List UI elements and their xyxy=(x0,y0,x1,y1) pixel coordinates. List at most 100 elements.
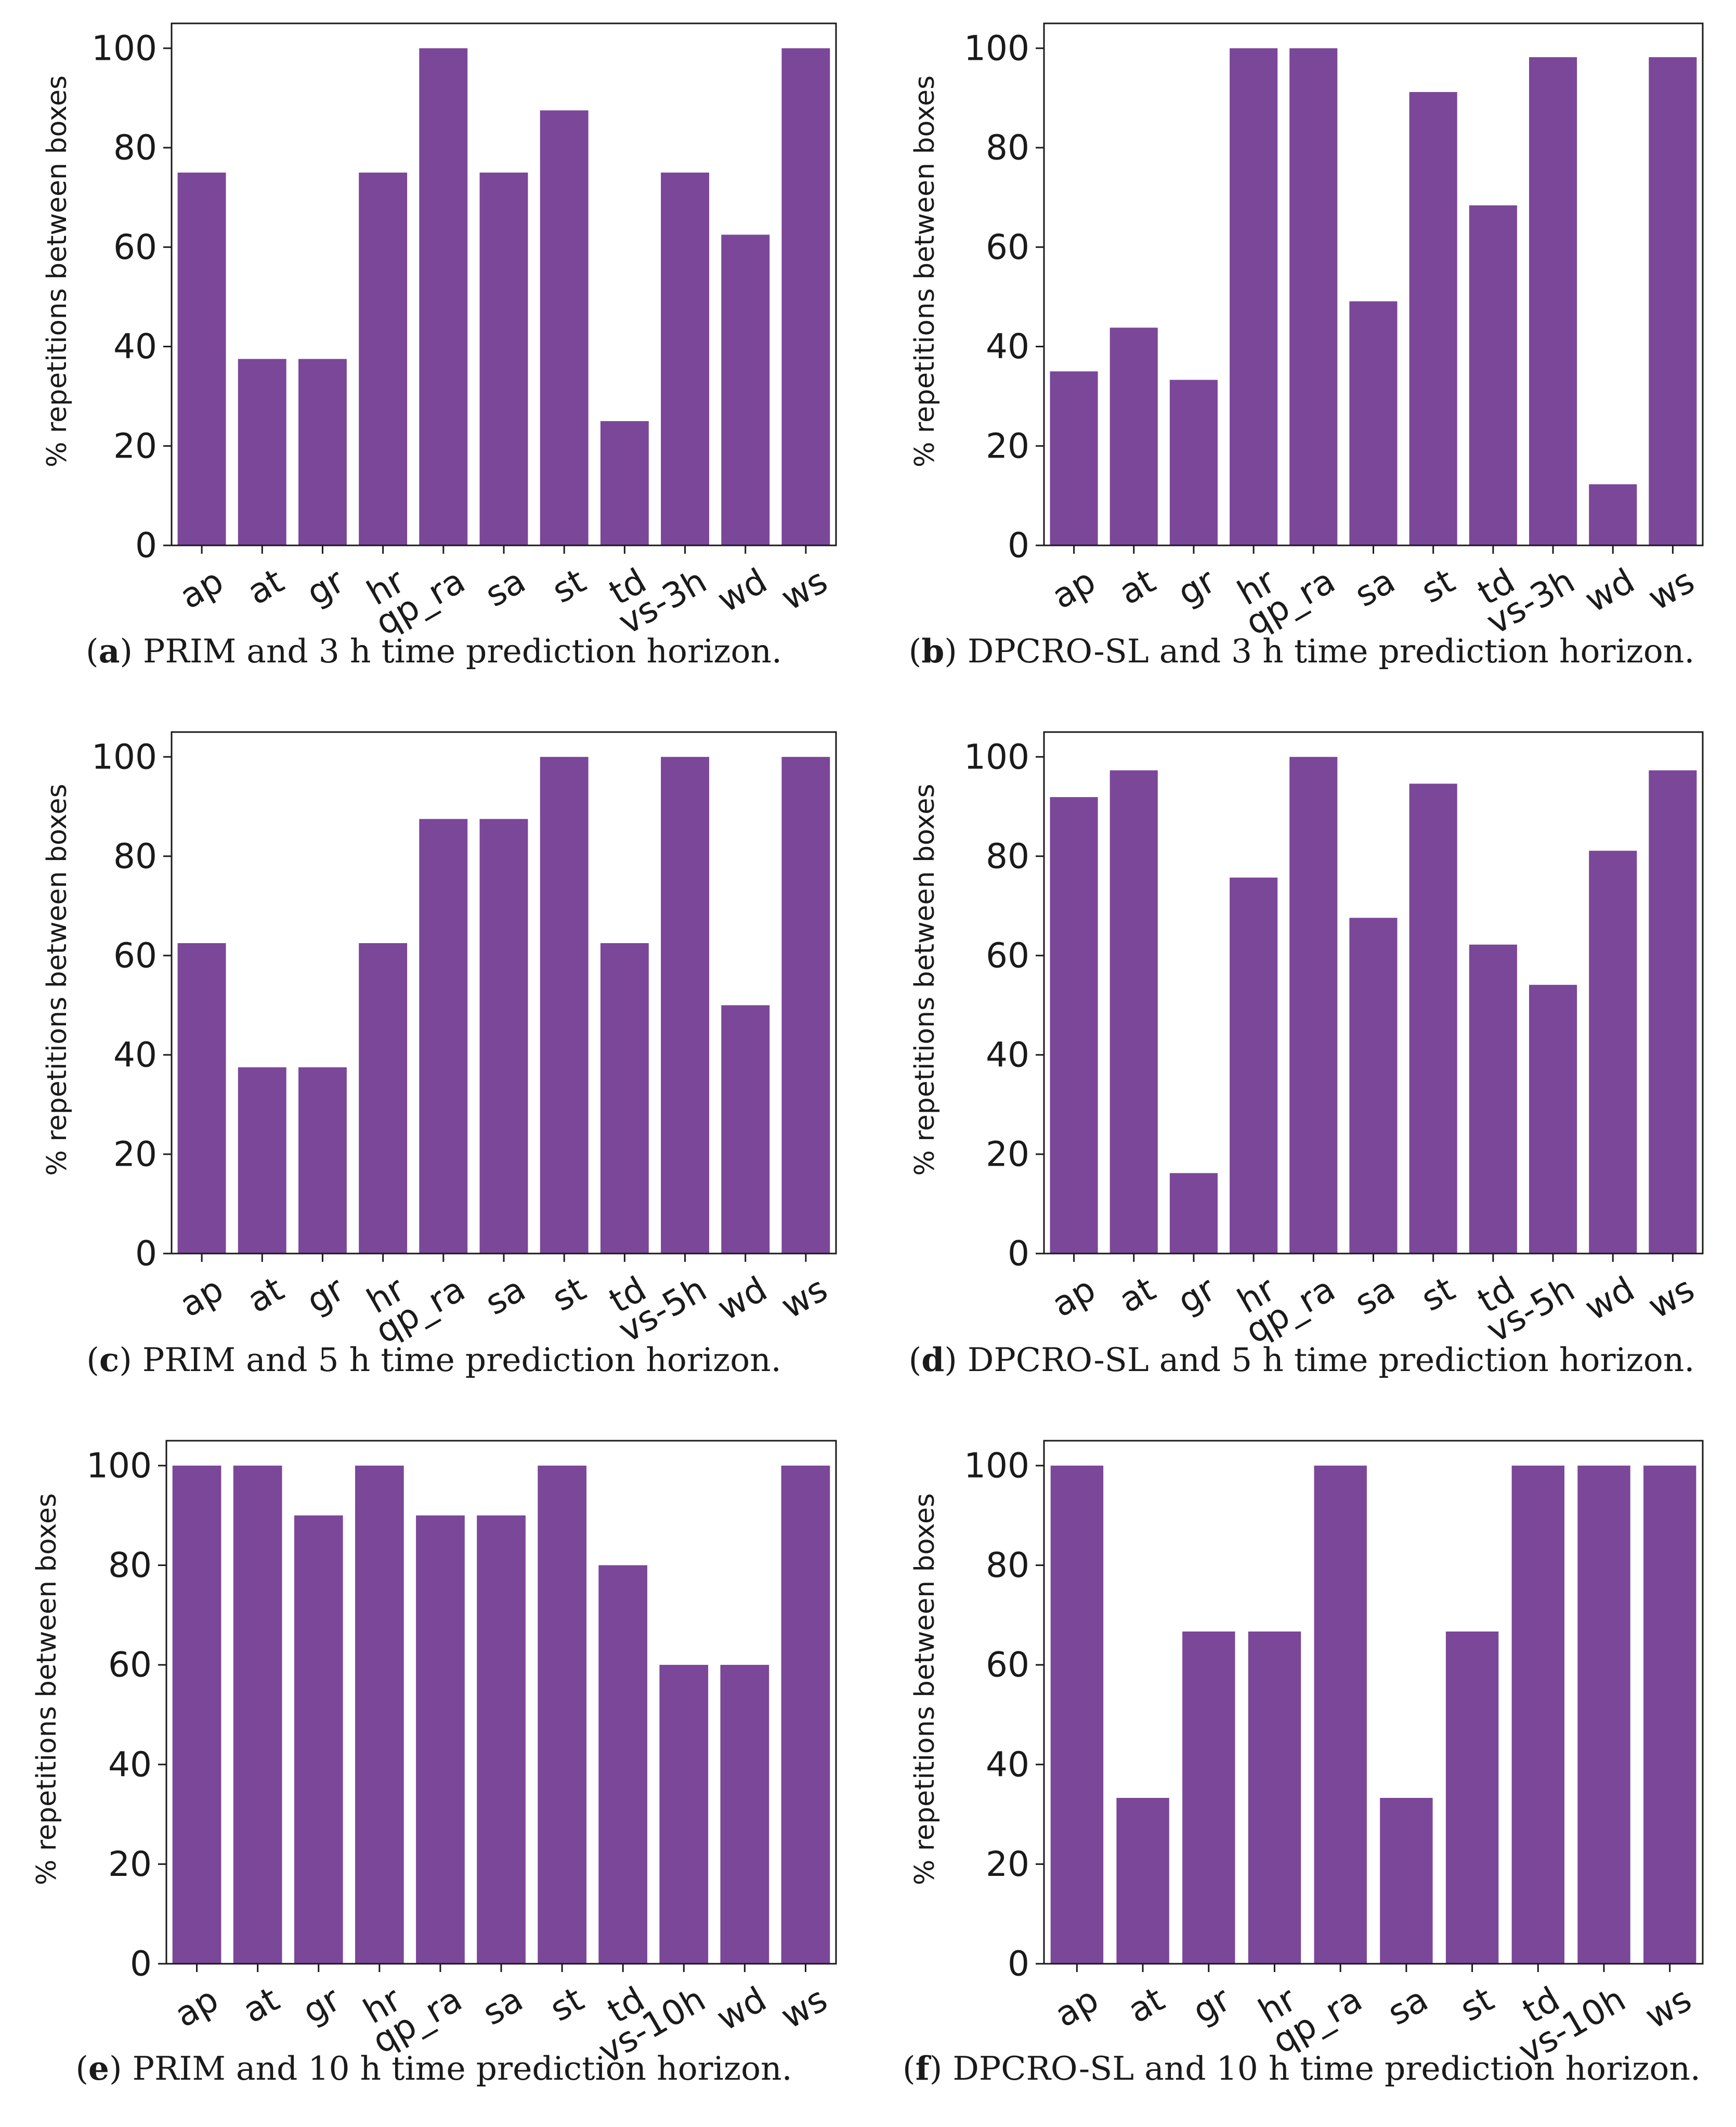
bar-hr xyxy=(1248,1632,1301,1964)
x-tick-label: wd xyxy=(710,1979,773,2039)
bar-sa xyxy=(1349,918,1398,1254)
bar-td xyxy=(1469,205,1517,545)
x-tick-label: ap xyxy=(1048,1979,1105,2035)
bar-ws xyxy=(1649,770,1697,1254)
y-axis-label: % repetitions between boxes xyxy=(31,1493,62,1885)
x-tick-label: ap xyxy=(168,1979,225,2035)
x-tick-label: gr xyxy=(300,1269,351,1322)
y-tick-label: 20 xyxy=(113,1134,157,1174)
bar-hr xyxy=(1230,877,1278,1254)
y-tick-label: 40 xyxy=(113,1035,157,1075)
x-tick-label: gr xyxy=(1186,1979,1237,2032)
x-tick-label: gr xyxy=(1171,1269,1222,1322)
bar-gr xyxy=(298,1067,347,1254)
caption-d: (d) DPCRO-SL and 5 h time prediction hor… xyxy=(908,1340,1695,1379)
bar-ws xyxy=(1649,57,1697,545)
y-tick-label: 80 xyxy=(986,1545,1029,1585)
bar-sa xyxy=(477,1515,526,1964)
caption-letter: b xyxy=(921,632,945,670)
y-axis-label: % repetitions between boxes xyxy=(909,784,941,1176)
y-tick-label: 40 xyxy=(986,1744,1029,1784)
y-tick-label: 40 xyxy=(986,1035,1029,1075)
x-tick-label: at xyxy=(241,560,291,612)
x-tick-label: ws xyxy=(774,1269,834,1326)
x-tick-label: ws xyxy=(1638,1979,1698,2037)
x-tick-label: st xyxy=(1453,1979,1500,2029)
bar-ws xyxy=(781,1465,830,1964)
bar-vs-10h xyxy=(1577,1465,1630,1964)
x-tick-label: st xyxy=(545,1269,593,1319)
y-tick-label: 0 xyxy=(135,526,157,566)
bar-td xyxy=(600,421,649,545)
x-tick-label: wd xyxy=(1578,560,1641,620)
bar-qp_ra xyxy=(416,1515,465,1964)
bar-ap xyxy=(1050,1465,1104,1964)
chart-panel-b: 0 20 40 60 80 100 ap at gr hr qp_ra sa st td vs-3h wd ws… xyxy=(868,0,1735,709)
y-tick-label: 0 xyxy=(1008,1234,1029,1274)
y-tick-label: 60 xyxy=(986,227,1029,267)
y-tick-label: 60 xyxy=(986,935,1029,975)
bar-qp_ra xyxy=(1314,1465,1367,1964)
bar-at xyxy=(1116,1798,1169,1964)
x-tick-label: sa xyxy=(1348,560,1402,615)
x-tick-label: ws xyxy=(774,1979,834,2037)
y-tick-label: 100 xyxy=(964,1445,1029,1485)
bar-vs-5h xyxy=(1529,985,1577,1254)
y-tick-label: 80 xyxy=(986,128,1029,168)
bar-ap xyxy=(1050,797,1098,1254)
bar-td xyxy=(1469,944,1517,1254)
bar-hr xyxy=(1230,48,1278,546)
x-tick-label: ap xyxy=(173,560,230,617)
y-tick-label: 60 xyxy=(113,935,157,975)
y-tick-label: 20 xyxy=(113,426,157,466)
y-axis-label: % repetitions between boxes xyxy=(909,75,941,467)
bar-hr xyxy=(355,1465,404,1964)
bar-gr xyxy=(1169,380,1218,545)
x-tick-label: sa xyxy=(1381,1979,1434,2033)
caption-letter: e xyxy=(88,2049,110,2087)
y-tick-label: 0 xyxy=(1008,526,1029,566)
chart-panel-f: 0 20 40 60 80 100 ap at gr hr qp_ra sa st td vs-10h ws%… xyxy=(868,1417,1735,2126)
x-tick-label: st xyxy=(1414,1269,1461,1319)
x-tick-label: at xyxy=(1112,560,1162,612)
bar-qp_ra xyxy=(1289,48,1338,546)
caption-letter: a xyxy=(98,632,120,670)
bar-gr xyxy=(1169,1173,1218,1254)
bar-vs-10h xyxy=(659,1665,709,1964)
bar-td xyxy=(598,1565,647,1964)
y-tick-label: 0 xyxy=(1008,1944,1029,1984)
caption-letter: d xyxy=(921,1340,945,1379)
bar-st xyxy=(540,110,589,546)
x-tick-label: at xyxy=(236,1979,286,2031)
bar-wd xyxy=(720,1665,769,1964)
y-tick-label: 80 xyxy=(986,836,1029,876)
bar-at xyxy=(238,359,286,545)
caption-letter: f xyxy=(915,2049,930,2087)
y-tick-label: 80 xyxy=(113,836,157,876)
bar-sa xyxy=(1349,301,1398,545)
bar-vs-3h xyxy=(1529,57,1577,545)
y-tick-label: 100 xyxy=(964,737,1029,777)
caption-text: DPCRO-SL and 5 h time prediction horizon… xyxy=(957,1341,1695,1379)
bar-td xyxy=(600,943,649,1254)
chart-panel-e: 0 20 40 60 80 100 ap at gr hr qp_ra sa st td vs-10h wd w… xyxy=(0,1417,868,2126)
bar-ap xyxy=(177,172,226,545)
bar-qp_ra xyxy=(1289,756,1338,1254)
chart-panel-c: 0 20 40 60 80 100 ap at gr hr qp_ra sa st td vs-5h wd ws… xyxy=(0,709,868,1417)
y-tick-label: 20 xyxy=(108,1844,152,1884)
y-tick-label: 60 xyxy=(986,1645,1029,1685)
x-tick-label: wd xyxy=(1578,1269,1641,1328)
bar-sa xyxy=(479,172,528,545)
bar-ws xyxy=(1643,1465,1696,1964)
bar-at xyxy=(233,1465,282,1964)
bar-st xyxy=(1409,92,1457,545)
x-tick-label: at xyxy=(1112,1269,1162,1321)
bar-td xyxy=(1511,1465,1564,1964)
bar-st xyxy=(538,1465,586,1964)
x-tick-label: st xyxy=(1414,560,1461,611)
x-tick-label: st xyxy=(545,560,593,611)
